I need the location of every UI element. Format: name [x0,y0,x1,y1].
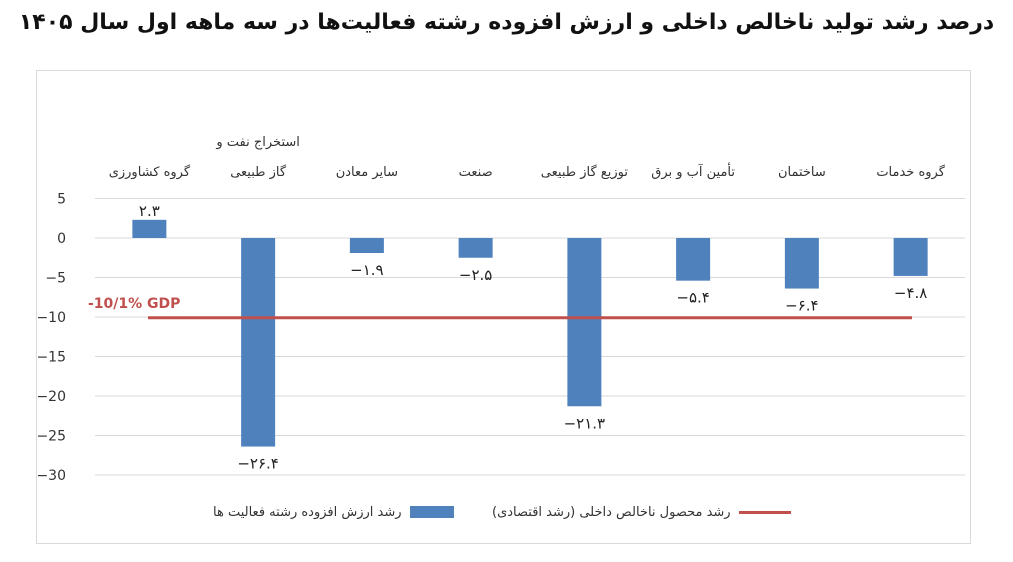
category-label: استخراج نفت و [215,135,300,150]
category-label: گروه کشاورزی [109,164,191,180]
category-label: ساختمان [778,165,826,180]
legend-bar-label: رشد ارزش افزوده رشته فعالیت ها [213,504,402,520]
chart-frame [36,70,971,544]
y-tick-label: −30 [36,468,66,484]
category-label: گاز طبیعی [230,164,287,180]
bar [458,238,493,258]
category-label: سایر معادن [336,165,398,180]
bar [567,238,602,407]
y-tick-label: −15 [36,350,66,366]
category-label: توزیع گاز طبیعی [541,164,629,180]
legend-bar-series: رشد ارزش افزوده رشته فعالیت ها [213,500,454,524]
legend-line-label: رشد محصول ناخالص داخلی (رشد اقتصادی) [492,504,731,520]
y-tick-label: 5 [57,192,66,208]
bar [132,219,167,238]
data-label: −۴.۸ [894,284,927,302]
category-label: تأمین آب و برق [651,162,735,180]
legend-line-series: رشد محصول ناخالص داخلی (رشد اقتصادی) [492,500,791,524]
data-label: ۲.۳ [139,202,160,220]
data-label: −۲۱.۳ [564,414,606,432]
y-tick-label: −5 [45,271,66,287]
y-tick-label: −25 [36,429,66,445]
legend-line-swatch [738,510,791,514]
category-label: صنعت [459,165,493,180]
y-tick-label: −20 [36,389,66,405]
category-label: گروه خدمات [876,164,945,180]
bar [893,238,928,276]
data-label: −۲.۵ [459,266,492,284]
bar [349,238,384,254]
chart-title: درصد رشد تولید ناخالص داخلی و ارزش افزود… [18,10,995,35]
data-label: −۶.۴ [785,297,818,315]
data-label: −۱.۹ [350,261,383,279]
gdp-reference-label: -10/1% GDP [88,296,180,312]
bar [676,238,711,281]
data-label: −۵.۴ [676,289,709,307]
y-tick-label: −10 [36,310,66,326]
y-tick-label: 0 [57,231,66,247]
bar [241,238,276,447]
bar [784,238,819,289]
data-label: −۲۶.۴ [237,455,279,473]
legend-bar-swatch [409,506,454,518]
